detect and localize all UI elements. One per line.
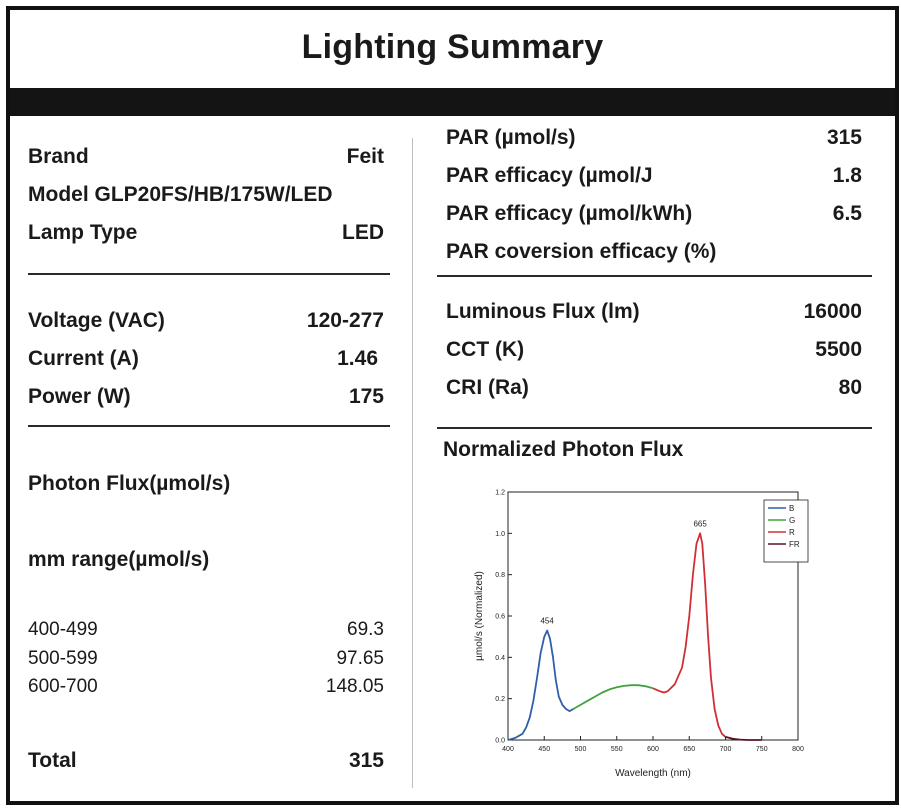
chart-heading: Normalized Photon Flux	[443, 438, 684, 461]
par-efficacy-kwh-label: PAR efficacy (µmol/kWh)	[446, 202, 693, 225]
lamp-type-value: LED	[342, 221, 384, 244]
peak-annotation: 454	[540, 616, 554, 625]
x-tick-label: 450	[538, 746, 550, 753]
x-tick-label: 600	[647, 746, 659, 753]
cri-value: 80	[838, 376, 862, 399]
luminous-flux-value: 16000	[803, 300, 862, 323]
par-efficacy-j-value: 1.8	[832, 164, 862, 187]
right-divider-1	[437, 275, 872, 277]
cct-value: 5500	[815, 338, 862, 361]
x-tick-label: 700	[720, 746, 732, 753]
x-axis-label: Wavelength (nm)	[615, 768, 691, 779]
brand-label: Brand	[28, 145, 89, 168]
par-value: 315	[826, 126, 862, 149]
brand-value: Feit	[346, 145, 384, 168]
par-efficacy-j-label: PAR efficacy (µmol/J	[446, 164, 653, 187]
y-axis-label: µmol/s (Normalized)	[474, 571, 485, 661]
par-label: PAR (µmol/s)	[446, 126, 576, 149]
plot-area	[507, 491, 799, 741]
cri-label: CRI (Ra)	[446, 376, 529, 399]
page-title: Lighting Summary	[301, 28, 604, 66]
y-tick-label: 1.0	[495, 531, 505, 538]
legend-box	[763, 499, 809, 563]
y-tick-label: 0.8	[495, 572, 505, 579]
right-divider-2	[437, 427, 872, 429]
range-label: 400-499	[28, 619, 98, 640]
series-line-fr	[725, 736, 762, 741]
range-value: 69.3	[347, 619, 384, 640]
range-value: 148.05	[325, 676, 384, 697]
header-bar	[10, 88, 895, 116]
range-label: 500-599	[28, 648, 98, 669]
legend-label: G	[789, 516, 795, 525]
series-line-b	[507, 629, 574, 741]
voltage-value: 120-277	[306, 309, 384, 332]
x-tick-label: 750	[756, 746, 768, 753]
power-label: Power (W)	[28, 385, 131, 408]
series-line-g	[572, 684, 654, 710]
voltage-label: Voltage (VAC)	[28, 309, 165, 332]
series-line-r	[652, 532, 727, 738]
legend-label: FR	[789, 540, 800, 549]
model-label: Model GLP20FS/HB/175W/LED	[28, 183, 333, 206]
cct-label: CCT (K)	[446, 338, 525, 361]
current-label: Current (A)	[28, 347, 139, 370]
photon-flux-heading: Photon Flux(µmol/s)	[28, 472, 231, 495]
legend-label: B	[789, 504, 794, 513]
luminous-flux-label: Luminous Flux (lm)	[446, 300, 640, 323]
x-tick-label: 650	[683, 746, 695, 753]
left-divider-1	[28, 273, 390, 275]
lamp-type-label: Lamp Type	[28, 221, 138, 244]
par-conversion-label: PAR coversion efficacy (%)	[446, 240, 717, 263]
peak-annotation: 665	[693, 519, 707, 528]
x-tick-label: 550	[611, 746, 623, 753]
range-heading: mm range(µmol/s)	[28, 548, 210, 571]
column-divider	[412, 138, 413, 788]
x-tick-label: 500	[575, 746, 587, 753]
total-label: Total	[28, 749, 77, 772]
y-tick-label: 1.2	[495, 490, 505, 497]
chart-legend: BGR FR	[763, 499, 809, 563]
y-tick-label: 0.2	[495, 696, 505, 703]
current-value: 1.46	[337, 347, 378, 370]
legend-label: R	[789, 528, 795, 537]
range-value: 97.65	[336, 648, 384, 669]
y-tick-label: 0.6	[495, 614, 505, 621]
total-value: 315	[348, 749, 384, 772]
x-tick-label: 400	[502, 746, 514, 753]
summary-frame: Lighting Summary Brand Feit Model GLP20F…	[6, 6, 899, 805]
x-tick-label: 800	[792, 746, 804, 753]
y-tick-label: 0.4	[495, 655, 505, 662]
power-value: 175	[348, 385, 384, 408]
spectrum-chart: 400 450 500 550 600 650 700 750 800 0.0 0.2 0.4 0.6 0…	[474, 490, 809, 779]
par-efficacy-kwh-value: 6.5	[832, 202, 862, 225]
y-tick-label: 0.0	[495, 738, 505, 745]
left-divider-2	[28, 425, 390, 427]
range-label: 600-700	[28, 676, 98, 697]
